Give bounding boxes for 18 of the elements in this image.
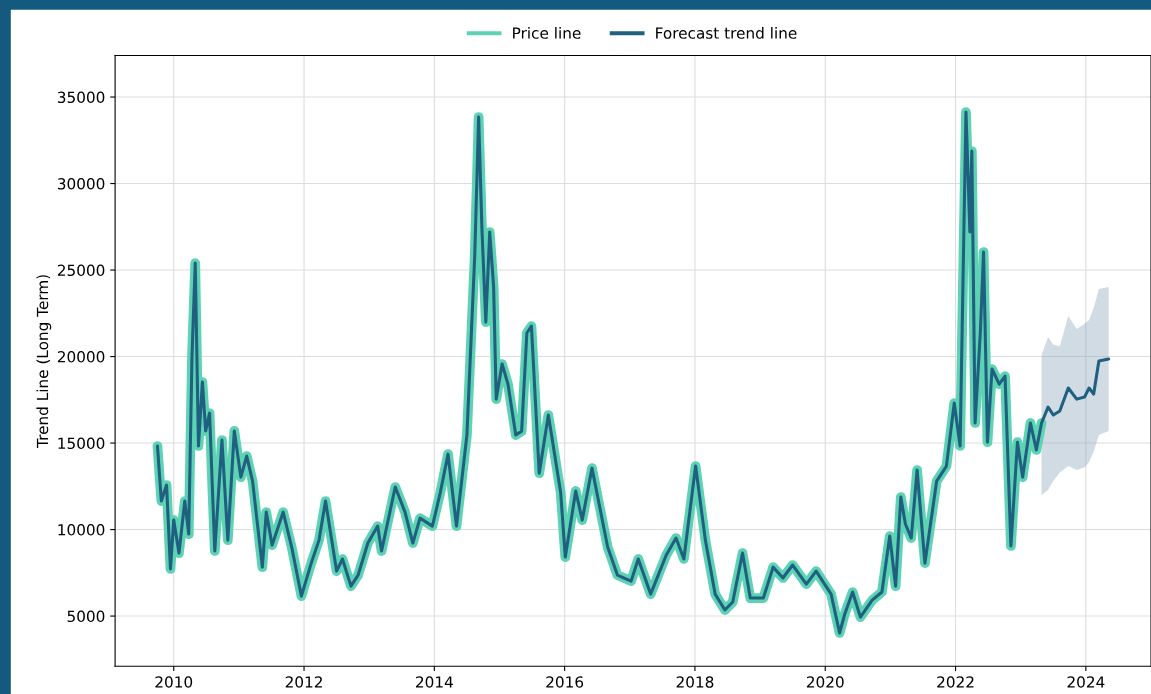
y-tick-label: 25000 (57, 264, 105, 277)
x-tick-label: 2024 (1067, 676, 1105, 688)
x-tick-label: 2014 (416, 676, 453, 688)
x-tick-label: 2016 (546, 676, 584, 688)
y-tick-label: 35000 (57, 91, 105, 104)
legend-label: Forecast trend line (656, 26, 797, 39)
y-tick-label: 30000 (57, 178, 105, 190)
y-tick-label: 5000 (67, 610, 105, 623)
x-tick-label: 2018 (676, 676, 714, 688)
y-tick-label: 10000 (58, 524, 105, 536)
y-tick-label: 15000 (58, 437, 105, 450)
x-tick-label: 2022 (937, 676, 974, 688)
x-tick-label: 2012 (285, 676, 322, 688)
legend-label: Price line (513, 26, 581, 39)
x-tick-label: 2010 (155, 676, 193, 688)
y-axis-title: Trend Line (Long Term) (36, 275, 52, 448)
x-tick-label: 2020 (806, 676, 844, 688)
y-tick-label: 20000 (57, 351, 105, 363)
